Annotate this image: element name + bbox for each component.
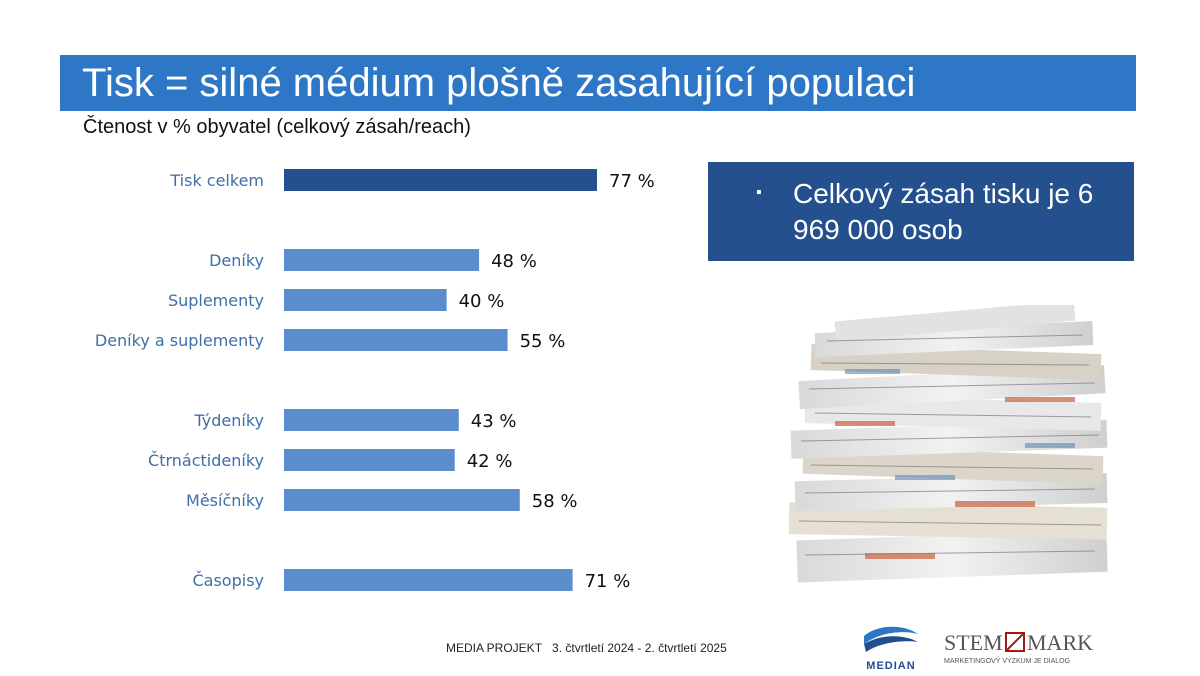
footer-period: 3. čtvrtletí 2024 - 2. čtvrtletí 2025 (552, 641, 727, 655)
bar-chart: Tisk celkem 77 % Deníky 48 % Suplementy 40 % D… (95, 169, 655, 592)
newspaper-stack-image (788, 305, 1108, 583)
median-logo: MEDIAN (864, 626, 918, 672)
category-label: Deníky a suplementy (95, 331, 264, 350)
bullet-icon: ▪ (756, 184, 762, 201)
callout-box: ▪ Celkový zásah tisku je 6 969 000 osob (708, 162, 1134, 261)
stem-logo-tagline: MARKETINGOVÝ VÝZKUM JE DIALOG (944, 656, 1070, 665)
bar (284, 449, 455, 471)
value-label: 58 % (532, 491, 578, 512)
page-title: Tisk = silné médium plošně zasahující po… (82, 61, 916, 105)
category-label: Suplementy (168, 291, 264, 310)
value-label: 55 % (520, 331, 566, 352)
value-label: 42 % (467, 451, 513, 472)
bar (284, 249, 480, 271)
title-bar: Tisk = silné médium plošně zasahující po… (60, 55, 1136, 111)
category-label: Deníky (209, 251, 264, 270)
value-label: 71 % (585, 571, 631, 592)
bar (284, 329, 508, 351)
bar (284, 489, 520, 511)
category-label: Měsíčníky (186, 491, 264, 510)
footer-project: MEDIA PROJEKT (446, 641, 543, 655)
median-logo-text: MEDIAN (866, 660, 915, 672)
bar (284, 169, 597, 191)
category-label: Čtrnáctideníky (148, 451, 264, 470)
value-label: 43 % (471, 411, 517, 432)
chart-subtitle: Čtenost v % obyvatel (celkový zásah/reac… (83, 116, 471, 138)
callout-text: Celkový zásah tisku je 6 969 000 osob (793, 178, 1094, 245)
value-label: 77 % (609, 171, 655, 192)
bar (284, 289, 447, 311)
category-label: Tisk celkem (169, 171, 264, 190)
category-label: Časopisy (192, 571, 264, 590)
value-label: 48 % (491, 251, 537, 272)
category-label: Týdeníky (194, 411, 265, 430)
stem-logo-right: MARK (1027, 630, 1093, 655)
footer: MEDIA PROJEKT 3. čtvrtletí 2024 - 2. čtvr… (446, 641, 727, 655)
bar (284, 569, 573, 591)
value-label: 40 % (459, 291, 505, 312)
stem-logo-left: STEM (944, 630, 1003, 655)
stem-mark-logo: STEM MARK MARKETINGOVÝ VÝZKUM JE DIALOG (944, 630, 1093, 665)
bar (284, 409, 459, 431)
